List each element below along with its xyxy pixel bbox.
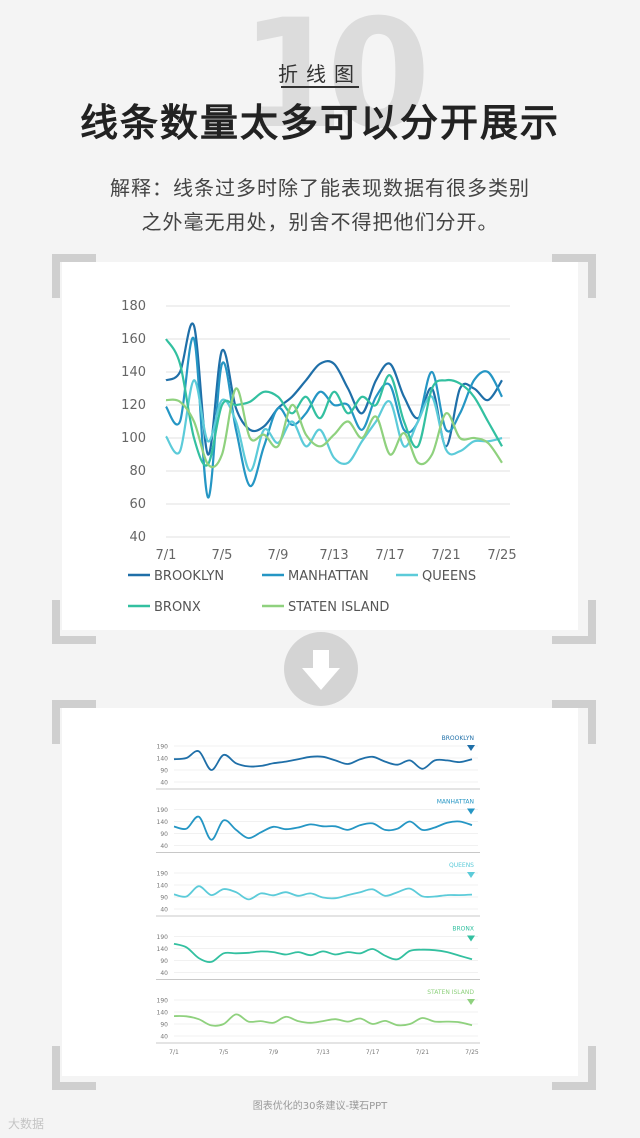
series-line-staten-island [165, 387, 503, 469]
x-tick-label: 7/25 [465, 1049, 479, 1056]
corner-decoration [552, 700, 596, 744]
legend-label: QUEENS [422, 569, 476, 584]
corner-decoration [52, 254, 96, 298]
y-tick-label: 190 [157, 934, 169, 941]
y-tick-label: 40 [129, 530, 146, 545]
label-marker-icon [467, 872, 475, 878]
x-tick-label: 7/25 [487, 548, 516, 563]
y-tick-label: 140 [157, 946, 169, 953]
panel-series-label: STATEN ISLAND [427, 989, 474, 996]
y-tick-label: 190 [157, 807, 169, 814]
x-tick-label: 7/17 [366, 1049, 380, 1056]
x-tick-label: 7/5 [219, 1049, 229, 1056]
y-tick-label: 90 [160, 958, 168, 965]
series-line-bronx [173, 942, 473, 963]
x-tick-label: 7/5 [212, 548, 233, 563]
y-tick-label: 140 [121, 365, 146, 380]
y-tick-label: 40 [160, 843, 168, 850]
panel-series-label: BROOKLYN [442, 735, 474, 742]
x-tick-label: 7/13 [319, 548, 348, 563]
x-tick-label: 7/13 [316, 1049, 330, 1056]
section-number: 10 [240, 0, 431, 162]
small-multiples-panel [62, 708, 578, 1076]
panel-series-label: QUEENS [449, 862, 474, 869]
legend-label: BRONX [154, 600, 201, 615]
x-tick-label: 7/1 [169, 1049, 179, 1056]
legend-label: STATEN ISLAND [288, 600, 389, 615]
label-marker-icon [467, 745, 475, 751]
corner-decoration [52, 600, 96, 644]
series-line-queens [173, 885, 473, 901]
y-tick-label: 140 [157, 756, 169, 763]
y-tick-label: 90 [160, 768, 168, 775]
y-tick-label: 40 [160, 1034, 168, 1041]
y-tick-label: 90 [160, 895, 168, 902]
y-tick-label: 140 [157, 819, 169, 826]
series-line-manhattan [165, 336, 503, 499]
x-tick-label: 7/9 [268, 548, 289, 563]
y-tick-label: 60 [129, 497, 146, 512]
y-tick-label: 190 [157, 998, 169, 1005]
category-label: 折线图 [278, 62, 362, 86]
panel-series-label: BRONX [452, 926, 474, 933]
label-marker-icon [467, 999, 475, 1005]
series-line-brooklyn [173, 750, 473, 771]
y-tick-label: 90 [160, 831, 168, 838]
category-underline [281, 86, 359, 88]
y-tick-label: 40 [160, 970, 168, 977]
y-tick-label: 40 [160, 780, 168, 787]
y-tick-label: 140 [157, 1010, 169, 1017]
series-line-bronx [165, 338, 503, 467]
y-tick-label: 100 [121, 431, 146, 446]
explanation-line-1: 解释：线条过多时除了能表现数据有很多类别 [110, 176, 530, 200]
corner-decoration [52, 1046, 96, 1090]
y-tick-label: 190 [157, 871, 169, 878]
x-tick-label: 7/17 [375, 548, 404, 563]
explanation-line-2: 之外毫无用处，别舍不得把他们分开。 [141, 210, 499, 234]
y-tick-label: 190 [157, 744, 169, 751]
y-tick-label: 120 [121, 398, 146, 413]
legend-label: BROOKLYN [154, 569, 224, 584]
legend-label: MANHATTAN [288, 569, 369, 584]
combined-line-chart: 40 60 80 100 120 140 160 180 7/1 7/5 7/9 7/13 7/17 7/… [121, 299, 516, 615]
y-tick-label: 140 [157, 883, 169, 890]
small-multiples-chart: 40 90 140 190 BROOKLYN 40 90 140 190 MANHATTAN 40 9… [156, 735, 480, 1056]
y-tick-label: 90 [160, 1022, 168, 1029]
footer-caption: 图表优化的30条建议-璞石PPT [252, 1101, 388, 1112]
y-tick-label: 180 [121, 299, 146, 314]
corner-decoration [552, 1046, 596, 1090]
x-tick-label: 7/9 [269, 1049, 279, 1056]
x-tick-label: 7/21 [416, 1049, 430, 1056]
corner-decoration [52, 700, 96, 744]
page-title: 线条数量太多可以分开展示 [79, 101, 560, 145]
x-tick-label: 7/21 [431, 548, 460, 563]
y-tick-label: 80 [129, 464, 146, 479]
series-line-manhattan [173, 815, 473, 841]
label-marker-icon [467, 808, 475, 815]
panel-series-label: MANHATTAN [437, 799, 474, 806]
brand-watermark: 大数据 [8, 1117, 45, 1131]
corner-decoration [552, 254, 596, 298]
label-marker-icon [467, 935, 475, 942]
y-tick-label: 40 [160, 907, 168, 914]
series-line-queens [165, 379, 503, 473]
series-line-staten-island [173, 1013, 473, 1027]
x-tick-label: 7/1 [156, 548, 177, 563]
y-tick-label: 160 [121, 332, 146, 347]
corner-decoration [552, 600, 596, 644]
down-arrow-icon [302, 650, 340, 690]
